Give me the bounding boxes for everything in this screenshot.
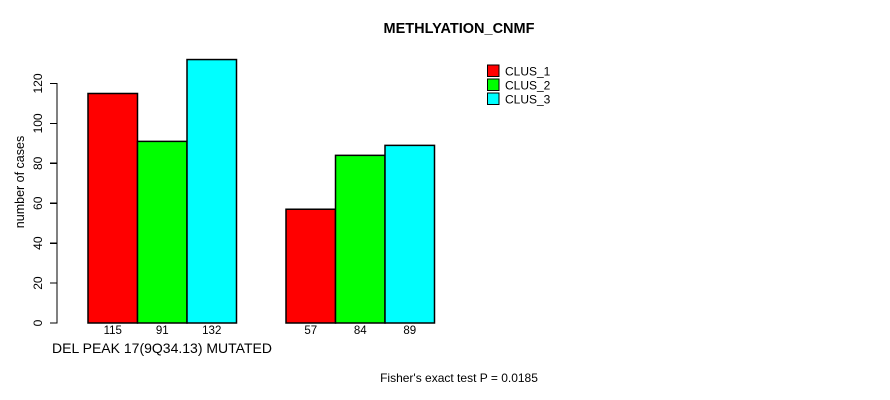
bar-clus_2-group1 (136, 140, 188, 324)
y-axis: 0 20 40 60 80 100 120 (31, 73, 58, 326)
bar-clus_2-group2 (334, 154, 386, 324)
x-axis-label: DEL PEAK 17(9Q34.13) MUTATED (52, 340, 272, 356)
bar-value-label: 115 (104, 325, 122, 337)
y-tick-label: 40 (31, 236, 45, 250)
legend-label-clus_1: CLUS_1 (505, 65, 551, 79)
y-tick-label: 80 (31, 156, 45, 170)
legend-swatch-clus_1 (487, 64, 500, 77)
y-tick-label: 20 (31, 276, 45, 290)
bar-clus_1-group1 (87, 92, 139, 324)
chart-title: METHLYATION_CNMF (384, 21, 535, 37)
legend-swatch-clus_3 (487, 92, 500, 105)
bar-clus_3-group2 (384, 144, 436, 324)
bar-clus_1-group2 (285, 208, 337, 324)
legend-swatch-clus_2 (487, 78, 500, 91)
y-tick-label: 60 (31, 196, 45, 210)
bar-value-label: 89 (403, 325, 416, 337)
bar-clus_3-group1 (186, 58, 238, 324)
y-tick-label: 0 (31, 319, 45, 326)
legend-label-clus_3: CLUS_3 (505, 93, 551, 107)
y-axis-label: number of cases (13, 136, 27, 228)
bars-group: 115 57 91 84 132 89 (87, 58, 436, 337)
y-tick-label: 120 (31, 73, 45, 93)
fisher-test-annotation: Fisher's exact test P = 0.0185 (380, 371, 538, 385)
y-tick-label: 100 (31, 113, 45, 133)
bar-value-label: 84 (354, 325, 367, 337)
bar-value-label: 132 (202, 325, 221, 337)
bar-value-label: 91 (156, 325, 169, 337)
bar-value-label: 57 (304, 325, 317, 337)
legend-label-clus_2: CLUS_2 (505, 79, 551, 93)
